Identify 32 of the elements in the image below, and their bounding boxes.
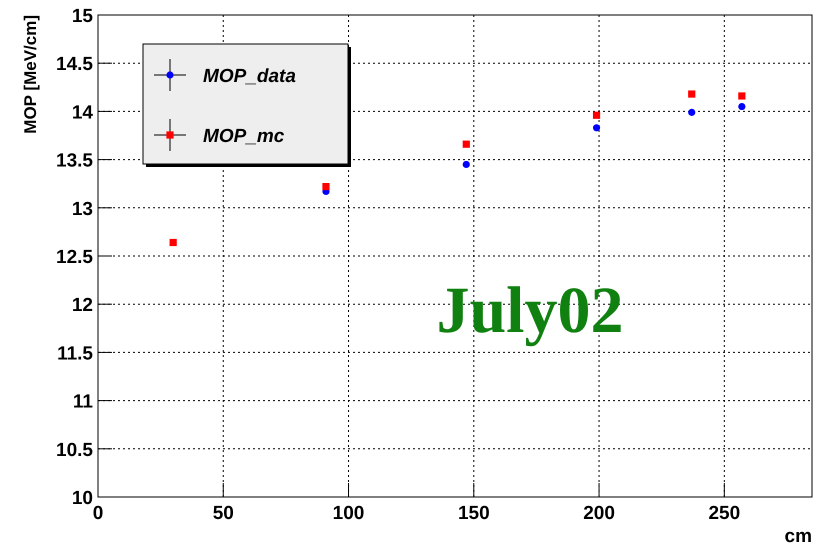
point (592, 112, 600, 119)
point (688, 108, 696, 116)
x-tick-label: 50 (212, 503, 234, 524)
y-tick-label: 14.5 (56, 54, 94, 76)
y-tick-label: 11 (72, 392, 94, 413)
x-tick-label: 200 (583, 503, 615, 524)
y-axis-title: MOP [MeV/cm] (21, 15, 40, 134)
point (462, 140, 470, 148)
x-tick-label: 150 (458, 503, 490, 524)
y-tick-label: 12 (72, 295, 93, 316)
y-tick-label: 11.5 (57, 343, 94, 364)
point (688, 90, 696, 98)
legend-label: MOP_data (203, 66, 296, 87)
annotation: July02 (436, 274, 624, 347)
point (592, 124, 600, 132)
x-tick-label: 0 (92, 503, 104, 524)
y-tick-label: 13.5 (56, 150, 94, 172)
point (738, 92, 746, 100)
y-tick-label: 10.5 (56, 440, 94, 461)
x-axis-title: cm (784, 526, 812, 547)
point (322, 182, 330, 190)
point (738, 102, 746, 110)
point (462, 160, 470, 168)
y-tick-label: 15 (72, 6, 94, 27)
x-tick-label: 250 (708, 503, 740, 524)
point (170, 238, 177, 246)
y-tick-label: 14 (72, 102, 94, 124)
y-tick-label: 13 (72, 198, 93, 220)
x-tick-label: 100 (332, 503, 364, 524)
y-tick-label: 10 (72, 488, 93, 509)
legend-label: MOP_mc (203, 126, 285, 147)
y-tick-label: 12.5 (56, 247, 94, 268)
